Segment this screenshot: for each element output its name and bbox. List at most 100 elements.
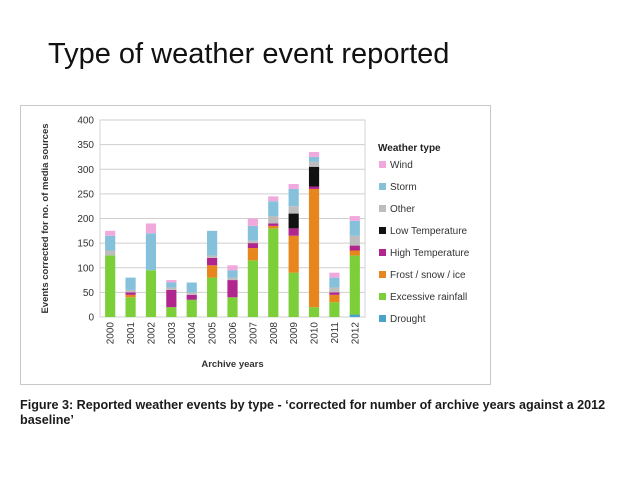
x-tick-label: 2001 — [126, 322, 137, 345]
bar-segment-2007-frost-snow-ice — [247, 248, 258, 261]
x-tick-label: 2002 — [146, 322, 157, 345]
bar-segment-2001-high-temperature — [125, 292, 136, 295]
x-axis-label: Archive years — [201, 359, 263, 370]
bar-segment-2012-frost-snow-ice — [349, 250, 360, 256]
x-tick-label: 2007 — [248, 322, 259, 345]
bar-segment-2003-high-temperature — [166, 289, 177, 308]
y-axis-label: Events corrected for no. of media source… — [40, 123, 51, 313]
legend-swatch — [379, 271, 386, 278]
bar-segment-2009-excessive-rainfall — [288, 272, 299, 317]
stacked-bar-chart: 0 50 100 150 200 250 300 350 400 Events corrected… — [40, 116, 470, 371]
y-tick-label: 100 — [77, 263, 94, 274]
legend-swatch — [379, 293, 386, 300]
bar-segment-2010-excessive-rainfall — [308, 307, 320, 317]
bar-segment-2004-excessive-rainfall — [186, 299, 197, 317]
bar-segment-2009-other — [288, 206, 299, 214]
legend-swatch — [379, 227, 386, 234]
bar-segment-2011-storm — [329, 277, 340, 288]
legend-swatch — [379, 161, 386, 168]
bar-segment-2008-other — [268, 216, 279, 224]
bar-segment-2001-frost-snow-ice — [125, 294, 136, 298]
y-tick-label: 250 — [77, 189, 94, 200]
bar-segment-2005-other — [207, 255, 218, 258]
x-tick-label: 2000 — [106, 322, 117, 345]
bar-segment-2011-frost-snow-ice — [329, 294, 340, 303]
bar-segment-2005-frost-snow-ice — [207, 265, 218, 278]
bar-segment-2011-high-temperature — [329, 292, 340, 295]
bar-segment-2010-high-temperature — [308, 186, 320, 189]
bar-segment-2012-other — [349, 235, 360, 246]
bar-segment-2009-wind — [288, 184, 299, 189]
bar-segment-2008-high-temperature — [268, 223, 279, 226]
bar-segment-2012-high-temperature — [349, 245, 360, 251]
slide-title: Type of weather event reported — [48, 38, 450, 70]
figure-caption: Figure 3: Reported weather events by typ… — [20, 398, 606, 427]
bar-segment-2003-storm — [166, 282, 177, 288]
x-tick-label: 2006 — [228, 322, 239, 345]
legend-swatch — [379, 315, 386, 322]
x-tick-label: 2004 — [187, 322, 198, 345]
bar-segment-2012-wind — [349, 216, 360, 221]
bar-segment-2009-frost-snow-ice — [288, 235, 299, 273]
bar-segment-2004-high-temperature — [186, 294, 197, 300]
y-tick-label: 350 — [77, 140, 94, 151]
bar-segment-2010-low-temperature — [308, 166, 320, 187]
bar-segment-2010-storm — [308, 156, 320, 162]
x-tick-label: 2005 — [208, 322, 219, 345]
bar-segment-2000-other — [105, 250, 116, 256]
bar-segment-2003-other — [166, 287, 177, 290]
y-tick-label: 0 — [88, 313, 94, 324]
bar-segment-2010-other — [308, 161, 320, 167]
bar-segment-2012-storm — [349, 220, 360, 236]
x-tick-label: 2008 — [269, 322, 280, 345]
bar-segment-2000-wind — [105, 230, 116, 236]
legend-title: Weather type — [378, 143, 441, 154]
bar-segment-2011-other — [329, 287, 340, 293]
bar-segment-2010-wind — [308, 152, 320, 157]
bar-segment-2001-other — [125, 289, 136, 293]
bar-segment-2005-excessive-rainfall — [207, 277, 218, 317]
bar-segment-2010-frost-snow-ice — [308, 188, 320, 308]
bar-segment-2009-high-temperature — [288, 228, 299, 236]
bar-segment-2007-other — [247, 240, 258, 244]
x-tick-label: 2012 — [350, 322, 361, 345]
bar-segment-2001-storm — [125, 277, 136, 290]
bar-segment-2009-low-temperature — [288, 213, 299, 229]
x-tick-label: 2009 — [289, 322, 300, 345]
legend-label: Low Temperature — [390, 226, 468, 237]
bar-segment-2008-wind — [268, 196, 279, 202]
bar-segment-2006-storm — [227, 270, 238, 278]
bar-segment-2012-drought — [349, 314, 360, 317]
bar-segment-2003-excessive-rainfall — [166, 307, 177, 317]
bar-segment-2008-excessive-rainfall — [268, 228, 279, 317]
bar-segment-2000-storm — [105, 235, 116, 251]
y-tick-label: 150 — [77, 239, 94, 250]
x-tick-label: 2003 — [167, 322, 178, 345]
bar-segment-2007-storm — [247, 225, 258, 241]
bar-segment-2006-excessive-rainfall — [227, 297, 238, 317]
bar-segment-2001-excessive-rainfall — [125, 297, 136, 317]
bar-segment-2002-storm — [145, 233, 157, 271]
bar-segment-2000-excessive-rainfall — [105, 255, 116, 317]
legend-label: Excessive rainfall — [390, 292, 467, 303]
y-tick-label: 300 — [77, 165, 94, 176]
bar-segment-2007-high-temperature — [247, 243, 258, 249]
legend-label: Frost / snow / ice — [390, 270, 466, 281]
legend-swatch — [379, 205, 386, 212]
bar-segment-2005-storm — [207, 230, 218, 256]
bar-segment-2007-wind — [247, 218, 258, 226]
bar-segment-2012-excessive-rainfall — [349, 255, 360, 315]
legend-label: High Temperature — [390, 248, 470, 259]
y-tick-label: 400 — [77, 116, 94, 127]
legend-label: Drought — [390, 314, 426, 325]
y-tick-label: 200 — [77, 214, 94, 225]
bar-segment-2003-wind — [166, 280, 177, 283]
bar-segment-2006-other — [227, 277, 238, 281]
bar-segment-2004-storm — [186, 282, 197, 293]
legend-label: Storm — [390, 182, 417, 193]
x-tick-label: 2011 — [330, 322, 341, 344]
bar-segment-2011-excessive-rainfall — [329, 302, 340, 317]
bar-segment-2006-high-temperature — [227, 280, 238, 298]
bar-segment-2011-wind — [329, 272, 340, 278]
legend-label: Other — [390, 204, 416, 215]
